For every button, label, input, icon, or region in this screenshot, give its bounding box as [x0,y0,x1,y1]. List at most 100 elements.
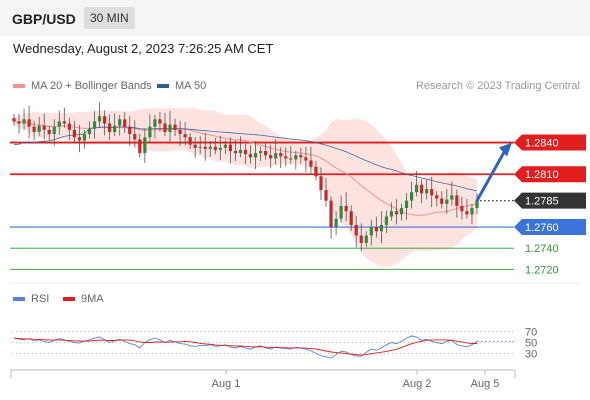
candle [223,140,227,154]
candle [133,120,137,148]
candle [248,145,253,164]
candle [460,196,464,220]
x-label-2: Aug 5 [471,378,500,390]
candle [218,135,222,160]
candle [329,196,333,239]
legend-ma50: MA 50 [157,80,206,92]
candle [163,112,167,137]
candle [12,114,16,126]
candle [364,231,368,248]
candle [279,147,283,169]
candle [420,178,424,204]
candle [153,115,157,139]
level-label-2: 1.2785 [525,196,559,208]
level-tag-3 [514,219,586,236]
candle [193,137,197,158]
level-label-5: 1.2720 [525,264,559,276]
ma50-label: MA 50 [175,80,207,92]
candle [379,211,383,244]
forecast-arrow-head [499,142,512,157]
candle [213,137,217,155]
level-label-1: 1.2810 [525,169,559,181]
candle [87,121,92,139]
candle [269,144,273,169]
candle [394,199,399,225]
candle [158,111,162,132]
rsi-line [13,335,478,359]
rsi-swatch [13,297,25,302]
ma9-label: 9MA [81,293,104,305]
rsi-label: RSI [31,293,50,305]
ma50-line [13,126,478,192]
candle [384,210,389,233]
candle [97,102,102,128]
candle [445,189,449,214]
level-tag-2 [514,192,586,209]
candle [233,140,238,162]
candle [203,133,207,161]
legend-ma20: MA 20 + Bollinger Bands [13,80,152,92]
candle [67,117,71,140]
candle [253,140,258,170]
rsi-ma-line [13,337,477,356]
candle [82,129,87,149]
level-label-0: 1.2840 [525,138,559,150]
candle [425,180,429,200]
candle [22,108,26,130]
candle [228,137,233,163]
candle [404,193,409,220]
candle [344,192,348,222]
candle [57,110,61,135]
ma9-swatch [63,297,75,302]
candle [62,107,66,128]
bollinger-band [14,107,477,267]
candle [430,176,434,208]
candle [123,111,127,133]
research-credit: Research © 2023 Trading Central [415,80,580,92]
candle [284,147,288,167]
candle [314,161,318,181]
legend-9ma: 9MA [63,293,104,305]
candle [188,133,192,149]
candle [294,150,298,170]
candle [118,115,122,136]
candle [47,125,51,141]
candle [374,216,378,238]
candle [52,119,56,146]
rsi-level-label-0: 70 [525,327,537,339]
forecast-arrow-shaft [475,149,507,203]
candle [440,191,444,209]
candle [143,128,147,164]
candle [128,116,132,146]
candle [289,146,293,164]
candle [389,202,394,221]
ma20-label: MA 20 + Bollinger Bands [31,80,152,92]
candle [258,146,263,162]
candle [198,136,202,154]
candle [168,110,172,142]
symbol-title: GBP/USD [12,11,76,27]
candle [108,114,112,141]
candle [354,215,358,248]
candle [92,110,97,139]
candle [72,120,76,144]
candle [339,195,343,223]
candle [299,147,303,164]
candle [27,105,31,139]
candle [42,113,46,140]
candle [102,110,107,136]
candle [77,125,82,153]
level-tag-1 [514,166,586,183]
level-label-3: 1.2760 [525,222,559,234]
candle [37,116,41,137]
candle [274,139,278,165]
x-label-1: Aug 2 [403,378,432,390]
rsi-level-label-1: 50 [525,338,537,350]
candle [238,136,243,158]
timeframe-badge[interactable]: 30 MIN [84,7,135,29]
candle [309,146,313,175]
candle [32,120,36,141]
candle [243,144,248,165]
candle [178,120,182,146]
